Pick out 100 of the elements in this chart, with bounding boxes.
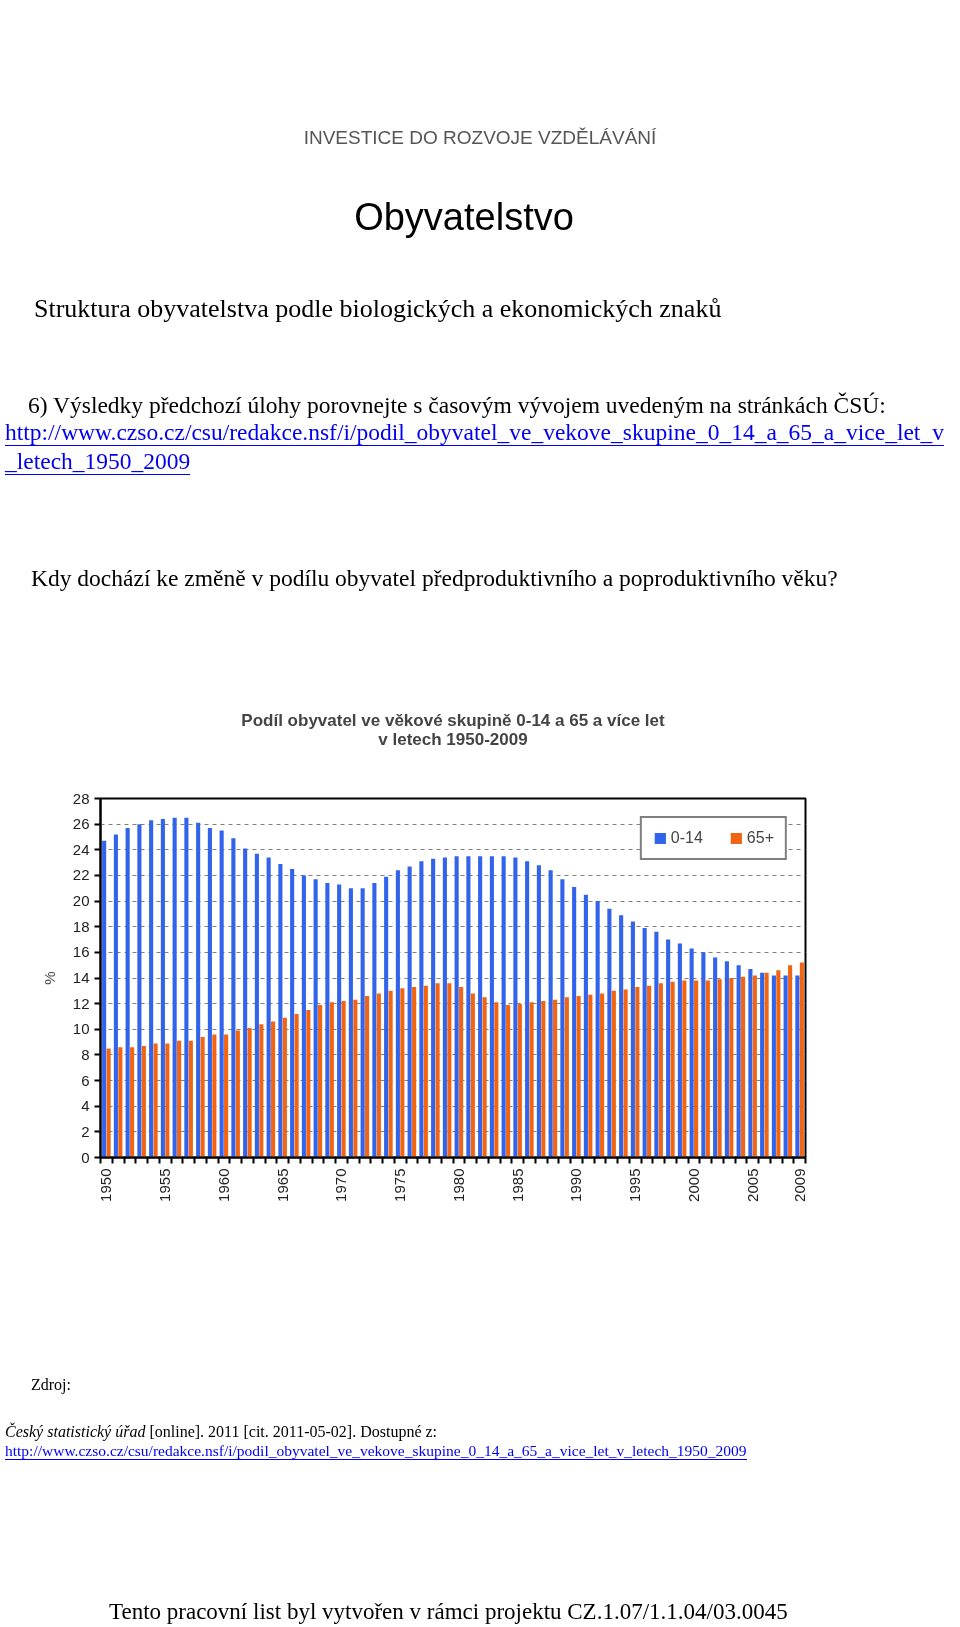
bar xyxy=(365,995,370,1158)
legend-label: 0-14 xyxy=(670,829,703,847)
bar xyxy=(553,999,558,1158)
bar xyxy=(501,856,506,1158)
bar xyxy=(588,994,593,1158)
text: Český statistický úřad xyxy=(5,1423,146,1440)
y-tick-label: 26 xyxy=(72,815,90,833)
y-tick-label: 22 xyxy=(72,866,90,884)
bar xyxy=(701,952,706,1158)
bar xyxy=(325,883,330,1158)
text: http://www.czso.cz/csu/redakce.nsf/i/podil_obyvatel_ve_vekove_skupine_0_14_a_65_a_vice_let_v_letech_1950_2009 xyxy=(5,419,944,475)
bar xyxy=(160,819,165,1158)
x-tick-label: 2000 xyxy=(684,1168,702,1202)
bar xyxy=(595,901,600,1158)
x-tick-label: 1990 xyxy=(567,1168,585,1202)
y-tick-label: 2 xyxy=(81,1122,90,1140)
text: INVESTICE DO ROZVOJE VZDĚLÁVÁNÍ xyxy=(303,127,657,148)
bar xyxy=(666,939,671,1158)
bar xyxy=(412,986,417,1158)
bar xyxy=(776,970,781,1158)
bar xyxy=(259,1024,264,1158)
bar xyxy=(442,857,447,1158)
x-tick-label: 2009 xyxy=(790,1168,808,1202)
bar xyxy=(113,834,118,1158)
bar xyxy=(353,999,358,1158)
bar xyxy=(724,961,729,1158)
bar xyxy=(130,1047,135,1158)
bar xyxy=(736,965,741,1158)
bar xyxy=(118,1047,123,1158)
bar xyxy=(231,838,236,1158)
bar xyxy=(243,848,248,1158)
bar xyxy=(630,921,635,1158)
bar xyxy=(541,1001,546,1158)
bar xyxy=(619,915,624,1158)
bar xyxy=(607,908,612,1158)
y-tick-label: 0 xyxy=(81,1148,90,1166)
bar xyxy=(670,981,675,1158)
text: http://www.czso.cz/csu/redakce.nsf/i/podil_obyvatel_ve_vekove_skupine_0_14_a_65_a_vice_let_v_letech_1950_2009 xyxy=(5,1442,747,1460)
bar xyxy=(647,985,652,1158)
y-tick-label: 24 xyxy=(72,840,90,858)
bar xyxy=(771,975,776,1158)
text: [online]. 2011 [cit. 2011-05-02]. Dostupné z: xyxy=(149,1423,438,1440)
bar xyxy=(658,983,663,1158)
bar xyxy=(388,990,393,1158)
bar xyxy=(376,993,381,1158)
bar xyxy=(271,1021,276,1158)
x-tick-label: 1985 xyxy=(508,1168,526,1202)
bar xyxy=(423,985,428,1158)
bar xyxy=(478,856,483,1158)
bar xyxy=(141,1045,146,1158)
bar xyxy=(600,993,605,1158)
bar xyxy=(494,1002,499,1158)
bar xyxy=(196,822,201,1158)
bar xyxy=(290,869,295,1158)
bar xyxy=(106,1048,111,1158)
bar xyxy=(717,979,722,1158)
text: Struktura obyvatelstva podle biologických a ekonomických znaků xyxy=(34,294,722,323)
bar xyxy=(741,976,746,1158)
x-tick-label: 1995 xyxy=(626,1168,644,1202)
bar xyxy=(611,990,616,1158)
x-tick-label: 1955 xyxy=(156,1168,174,1202)
bar xyxy=(564,997,569,1158)
bar xyxy=(341,1001,346,1158)
y-tick-label: 28 xyxy=(72,789,90,807)
bar xyxy=(623,989,628,1158)
bar xyxy=(435,983,440,1158)
bar xyxy=(329,1002,334,1158)
y-tick-label: 12 xyxy=(72,994,90,1012)
bar xyxy=(254,853,259,1158)
bar xyxy=(489,856,494,1158)
y-tick-label: 4 xyxy=(81,1097,90,1115)
bar xyxy=(525,861,530,1158)
bar xyxy=(384,876,389,1158)
text: Zdroj: xyxy=(31,1376,71,1393)
bar xyxy=(799,962,804,1158)
bar xyxy=(642,928,647,1158)
bar xyxy=(172,817,177,1158)
bar xyxy=(705,980,710,1158)
bar xyxy=(466,856,471,1158)
bar xyxy=(278,863,283,1158)
bar xyxy=(635,986,640,1158)
bar xyxy=(694,980,699,1158)
bar xyxy=(282,1017,287,1158)
bar xyxy=(783,975,788,1158)
y-tick-label: 16 xyxy=(72,943,90,961)
x-tick-label: 1950 xyxy=(97,1168,115,1202)
bar xyxy=(219,830,224,1158)
bar xyxy=(454,856,459,1158)
bar xyxy=(306,1010,311,1158)
bar xyxy=(729,978,734,1158)
bar xyxy=(689,948,694,1158)
bar xyxy=(788,965,793,1158)
bar xyxy=(682,980,687,1158)
y-tick-label: 20 xyxy=(72,892,90,910)
bar xyxy=(200,1036,205,1158)
bar xyxy=(301,875,306,1158)
bar xyxy=(654,931,659,1158)
bar xyxy=(247,1028,252,1158)
bar xyxy=(266,857,271,1158)
bar xyxy=(447,983,452,1158)
